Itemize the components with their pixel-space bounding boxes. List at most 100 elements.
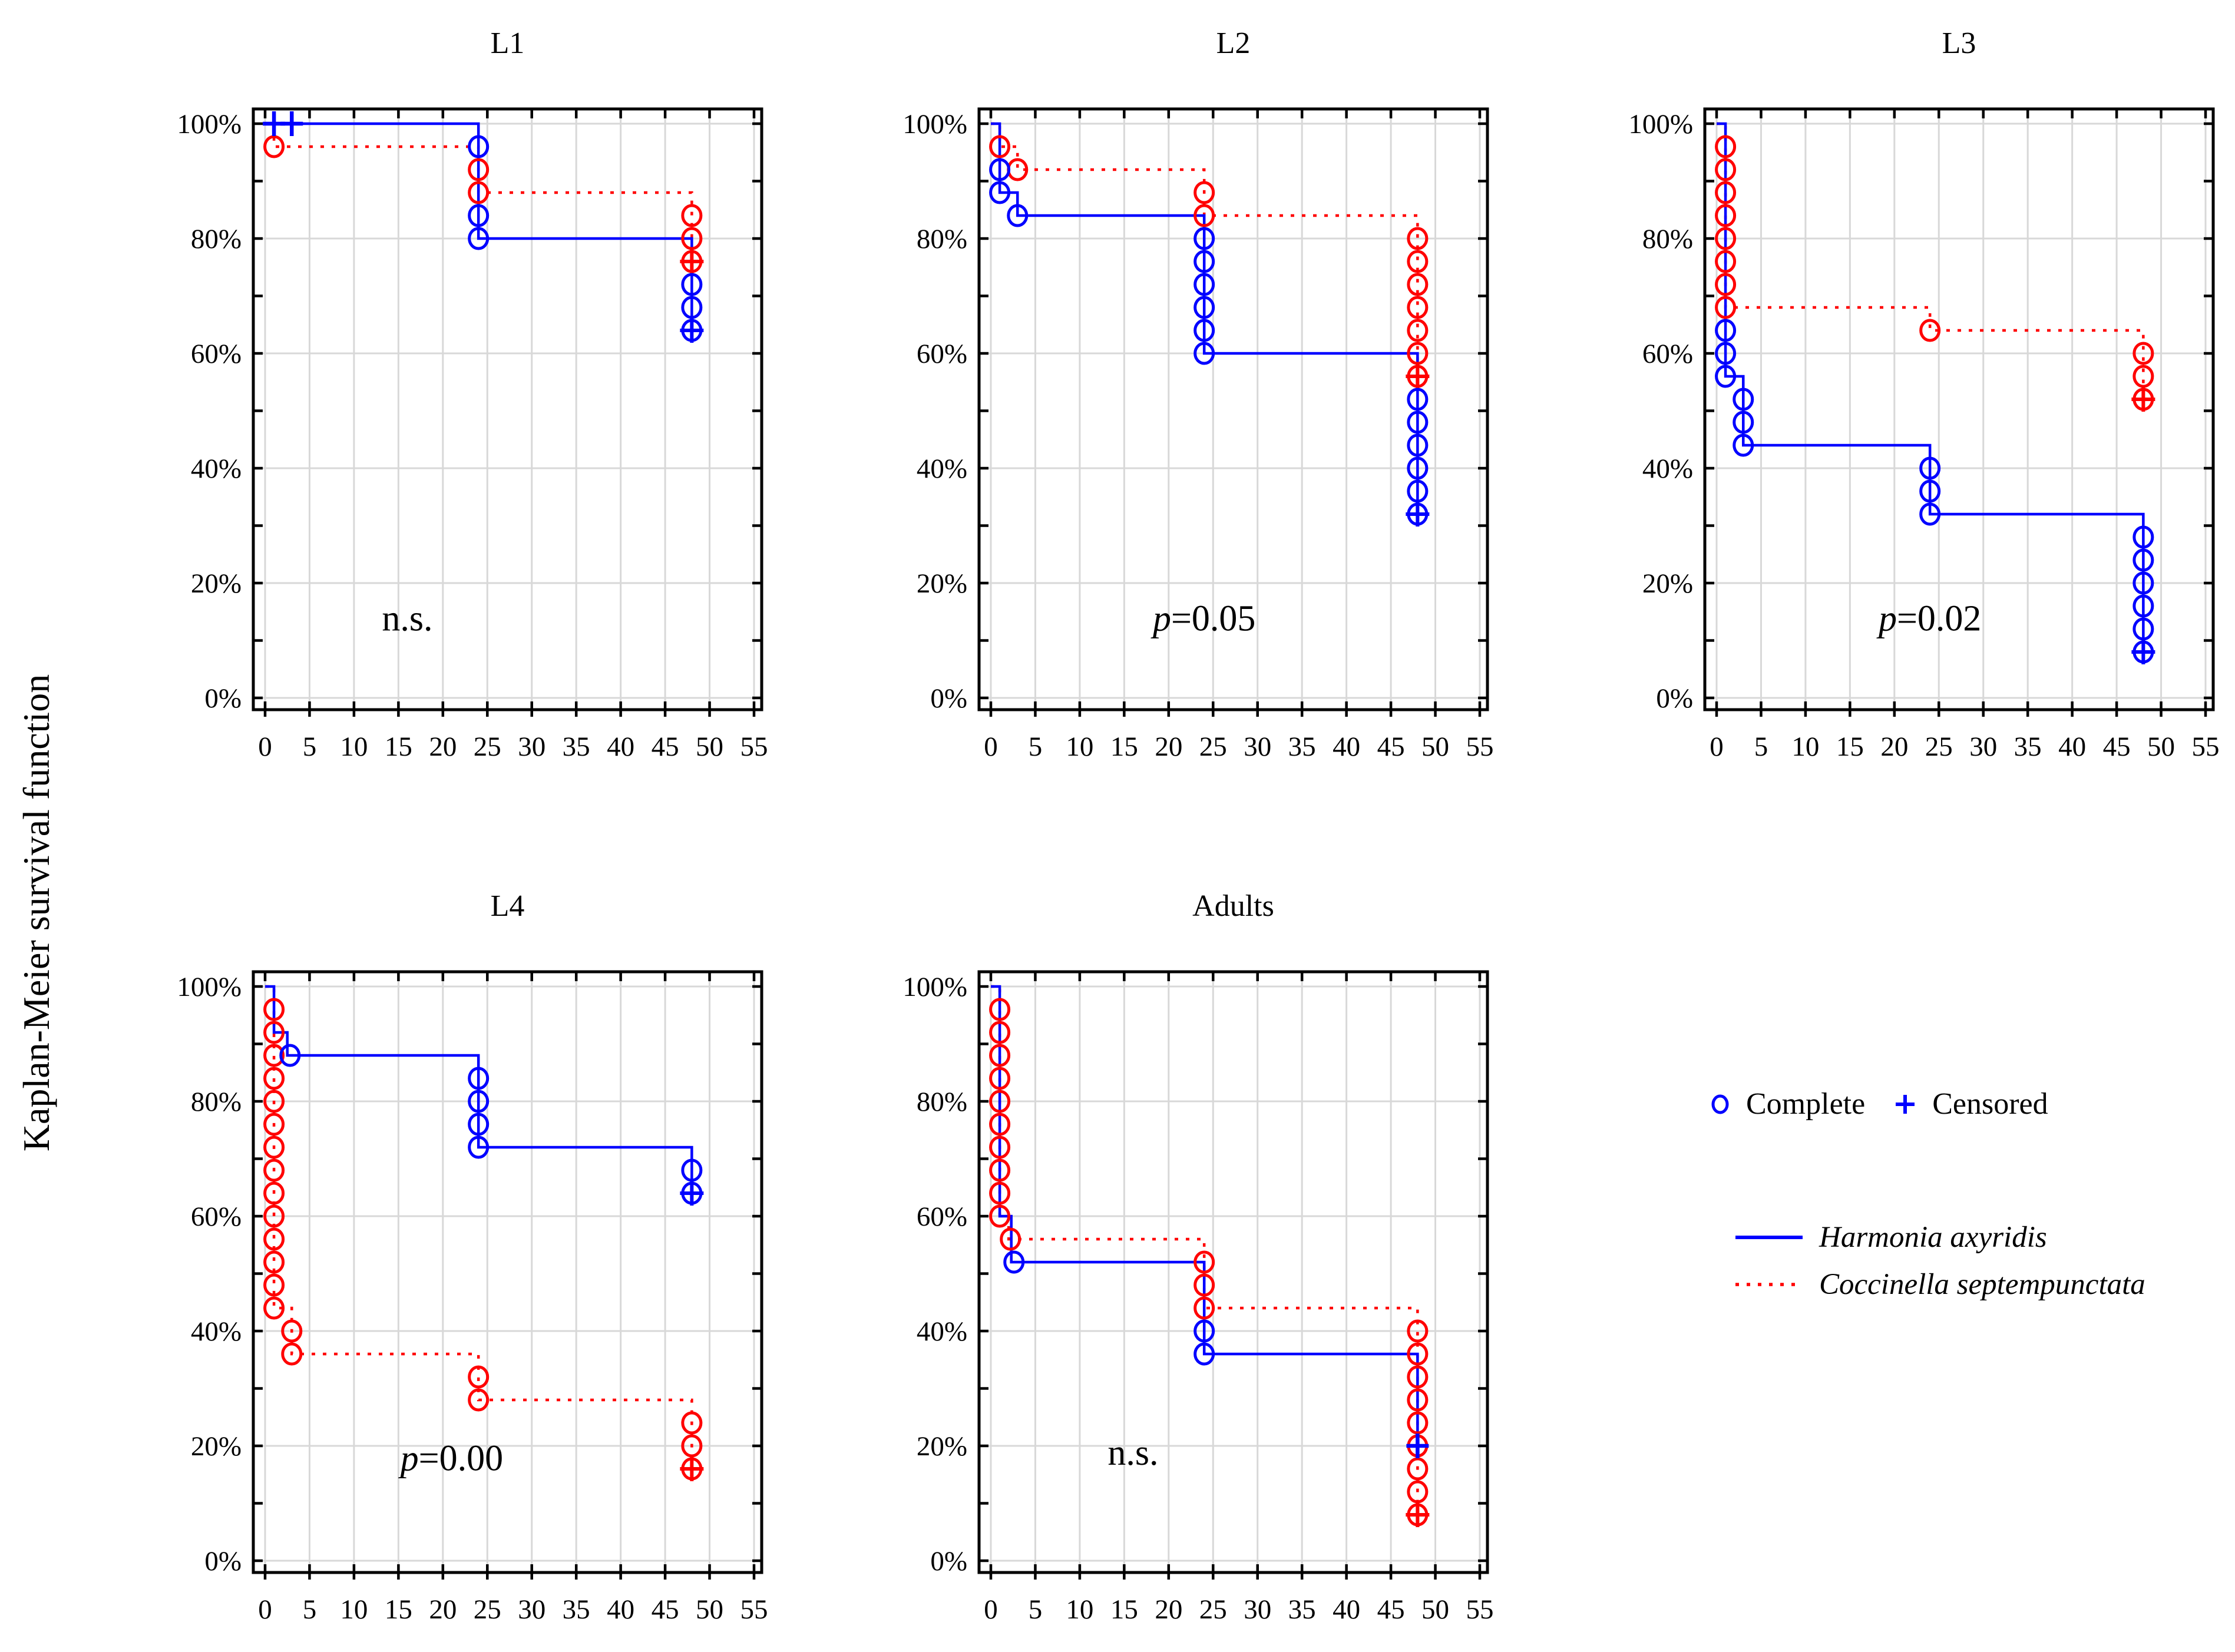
complete-marker (1007, 204, 1029, 227)
x-tick-label: 0 (984, 1594, 998, 1625)
complete-marker (1715, 158, 1737, 181)
complete-marker (263, 1067, 285, 1090)
markers-coccinella (989, 135, 1430, 389)
axis-ticks (979, 109, 1487, 717)
x-tick-label: 40 (607, 1594, 634, 1625)
y-tick-label: 100% (902, 972, 967, 1002)
y-tick-label: 40% (917, 1316, 967, 1347)
plot-frame (252, 107, 763, 711)
x-tick-label: 20 (1880, 731, 1908, 762)
complete-marker (989, 1158, 1011, 1182)
axis-ticks (979, 972, 1487, 1580)
complete-marker (681, 273, 703, 296)
complete-marker (1715, 181, 1737, 204)
complete-marker (281, 1342, 303, 1366)
complete-marker (1193, 204, 1215, 227)
complete-marker (263, 135, 285, 158)
complete-marker (1715, 273, 1737, 296)
complete-marker (279, 1044, 301, 1067)
complete-marker (1715, 204, 1737, 227)
y-tick-label: 0% (930, 1546, 967, 1577)
complete-marker (989, 1135, 1011, 1159)
complete-marker (468, 1090, 490, 1113)
complete-marker (1919, 456, 1941, 480)
legend-complete-label: Complete (1746, 1087, 1866, 1121)
legend-harmonia-label: Harmonia axyridis (1819, 1221, 2047, 1254)
complete-marker (468, 1067, 490, 1090)
legend: Complete Censored Harmonia axyridis Cocc… (1708, 1087, 2215, 1302)
complete-marker (468, 204, 490, 227)
panel-L2: L2 0% 20% 40% 60% 80% 100% 0 5 10 15 20 25 30 35 40 45 50… (858, 18, 1517, 789)
complete-marker (1407, 296, 1429, 319)
y-tick-label: 20% (1642, 568, 1693, 599)
complete-marker (989, 1044, 1011, 1067)
markers-harmonia (279, 1044, 704, 1206)
complete-marker (1407, 342, 1429, 365)
complete-marker (263, 1158, 285, 1182)
complete-marker (1407, 1411, 1429, 1435)
complete-marker (1193, 319, 1215, 342)
x-tick-label: 35 (1288, 731, 1316, 762)
series-line-harmonia (1717, 122, 2145, 652)
panel-title: L1 (491, 27, 525, 60)
x-tick-label: 55 (1466, 1594, 1494, 1625)
panel-Adults: Adults 0% 20% 40% 60% 80% 100% 0 5 10 15 20 25 30 35 40… (858, 880, 1517, 1652)
complete-marker (1407, 1365, 1429, 1389)
axis-ticks (253, 972, 762, 1580)
x-tick-label: 15 (1110, 1594, 1138, 1625)
chart-L1: L1 0% 20% 40% 60% 80% 100% 0 5 10 15 20 25 30 35 40 45 50… (177, 27, 768, 762)
panel-title: L2 (1216, 27, 1251, 60)
plot-frame (1703, 107, 2215, 711)
x-tick-label: 10 (1791, 731, 1819, 762)
complete-marker (989, 181, 1011, 204)
complete-marker (468, 135, 490, 158)
plot-frame (977, 970, 1489, 1574)
y-tick-label: 60% (917, 339, 967, 369)
complete-marker (681, 1434, 703, 1458)
complete-marker (989, 1113, 1011, 1136)
x-tick-label: 15 (385, 1594, 412, 1625)
x-tick-label: 30 (518, 731, 545, 762)
complete-marker (263, 1113, 285, 1136)
x-tick-label: 5 (1029, 731, 1043, 762)
y-tick-label: 80% (191, 1087, 242, 1117)
complete-marker (2132, 525, 2154, 549)
complete-marker (263, 1044, 285, 1067)
complete-marker (989, 135, 1011, 158)
complete-marker (989, 1067, 1011, 1090)
complete-marker (1193, 1342, 1215, 1366)
complete-marker (1193, 342, 1215, 365)
chart-L2: L2 0% 20% 40% 60% 80% 100% 0 5 10 15 20 25 30 35 40 45 50… (902, 27, 1493, 762)
x-tick-label: 20 (1155, 1594, 1182, 1625)
complete-marker (263, 998, 285, 1021)
complete-marker (1407, 433, 1429, 457)
x-tick-label: 55 (740, 1594, 768, 1625)
y-tick-label: 80% (191, 224, 242, 254)
markers-harmonia (263, 111, 704, 343)
x-tick-label: 15 (1836, 731, 1864, 762)
complete-marker (468, 1388, 490, 1412)
complete-marker (989, 1021, 1011, 1044)
complete-marker (1407, 227, 1429, 250)
p-value-annotation: p=0.02 (1876, 599, 1981, 639)
complete-marker (2132, 365, 2154, 388)
x-tick-label: 25 (474, 1594, 501, 1625)
complete-marker (1715, 250, 1737, 273)
complete-marker (989, 1090, 1011, 1113)
x-tick-label: 20 (1155, 731, 1182, 762)
complete-marker (263, 1204, 285, 1228)
p-value-annotation: n.s. (1107, 1433, 1158, 1473)
x-tick-label: 50 (1421, 731, 1449, 762)
x-tick-label: 5 (1029, 1594, 1043, 1625)
y-tick-label: 60% (191, 339, 242, 369)
complete-marker (989, 1204, 1011, 1228)
complete-marker-icon (1711, 1094, 1729, 1114)
y-tick-label: 80% (1642, 224, 1693, 254)
legend-item-coccinella: Coccinella septempunctata (1734, 1267, 2215, 1302)
chart-L3: L3 0% 20% 40% 60% 80% 100% 0 5 10 15 20 25 30 35 40 45 50… (1628, 27, 2219, 762)
p-value-annotation: n.s. (382, 599, 432, 639)
y-tick-label: 40% (191, 453, 242, 484)
y-tick-label: 0% (1656, 683, 1693, 714)
x-tick-label: 0 (1710, 731, 1724, 762)
